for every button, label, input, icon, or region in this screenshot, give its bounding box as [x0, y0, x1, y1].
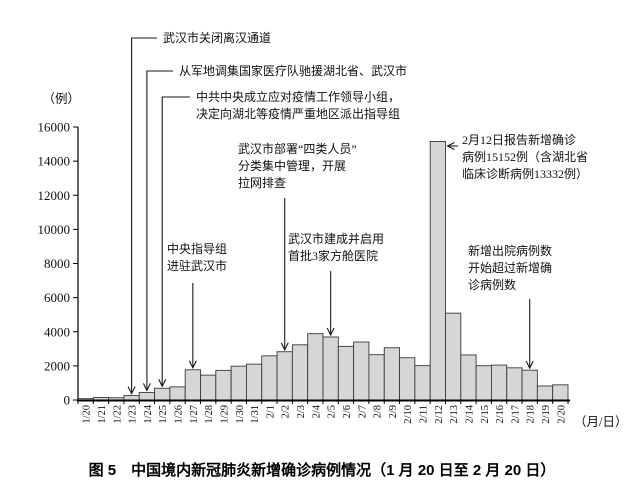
annotation-connector	[146, 70, 173, 391]
bar-1-27	[184, 369, 201, 401]
x-tick-label: 1/28	[204, 405, 215, 424]
bar-2-6	[337, 345, 355, 401]
y-axis-unit-label: （例）	[42, 92, 80, 106]
bar-1-26	[169, 386, 186, 401]
bar-2-5	[322, 336, 339, 401]
bar-2-14	[460, 354, 477, 401]
x-tick-label: 1/27	[189, 405, 200, 424]
annotation-connector	[131, 37, 157, 394]
x-tick-label: 2/9	[388, 405, 399, 418]
bar-2-20	[552, 384, 569, 401]
x-tick-label: 2/8	[373, 405, 384, 418]
bar-1-30	[230, 365, 247, 401]
x-tick-label: 1/29	[220, 405, 231, 424]
x-tick-label: 1/22	[112, 405, 123, 424]
bar-2-2	[276, 351, 293, 401]
arrowhead-icon	[446, 142, 455, 150]
y-tick-label: 4000	[44, 324, 70, 339]
arrowhead-icon	[142, 383, 151, 392]
x-tick-label: 1/31	[250, 405, 261, 424]
bar-2-3	[291, 344, 309, 401]
x-tick-label: 1/20	[82, 405, 93, 424]
arrowhead-icon	[525, 360, 534, 370]
x-tick-label: 2/5	[327, 405, 338, 418]
x-tick-label: 1/21	[97, 405, 108, 424]
bar-2-7	[353, 341, 370, 401]
x-tick-label: 1/24	[143, 404, 154, 423]
y-tick-label: 2000	[44, 358, 70, 373]
bar-2-16	[490, 364, 508, 401]
x-tick-label: 2/14	[465, 404, 476, 423]
x-tick-label: 2/18	[526, 405, 537, 424]
arrowhead-icon	[127, 386, 136, 395]
x-tick-label: 2/13	[449, 405, 460, 424]
x-tick-label: 1/23	[128, 405, 139, 424]
x-tick-label: 2/4	[311, 404, 322, 418]
x-tick-label: 2/15	[480, 405, 491, 424]
arrowhead-icon	[158, 379, 167, 388]
x-tick-label: 2/20	[556, 405, 567, 424]
bar-2-4	[307, 333, 324, 401]
x-tick-label: 1/25	[158, 405, 169, 424]
x-tick-label: 2/19	[541, 405, 552, 424]
bar-2-18	[521, 369, 538, 401]
bar-1-29	[215, 369, 232, 401]
bar-1-24	[138, 391, 156, 401]
bar-2-15	[475, 365, 492, 401]
x-tick-label: 2/2	[281, 405, 292, 418]
y-tick-label: 12000	[38, 188, 71, 203]
y-tick-label: 16000	[38, 120, 71, 135]
bar-2-11	[414, 365, 431, 401]
x-tick-label: 2/12	[434, 405, 445, 424]
x-tick-label: 2/17	[510, 405, 521, 424]
y-tick-label: 8000	[44, 256, 70, 271]
bar-2-8	[368, 354, 385, 401]
y-tick-label: 0	[64, 393, 71, 408]
y-tick-label: 14000	[38, 154, 71, 169]
x-tick-label: 2/7	[357, 405, 368, 418]
x-tick-label: 1/26	[174, 405, 185, 424]
bar-1-25	[154, 387, 171, 401]
x-axis-unit-label: （月/日）	[574, 415, 628, 429]
bar-2-9	[383, 347, 401, 401]
y-tick-label: 10000	[38, 222, 71, 237]
arrowhead-icon	[188, 360, 197, 370]
x-tick-label: 2/10	[403, 405, 414, 424]
x-tick-label: 2/11	[419, 405, 430, 423]
x-tick-label: 1/30	[235, 405, 246, 424]
figure-caption: 图 5 中国境内新冠肺炎新增确诊病例情况（1 月 20 日至 2 月 20 日）	[88, 462, 556, 479]
bar-2-12	[429, 141, 446, 401]
x-tick-label: 2/16	[495, 405, 506, 424]
annotation-connector	[161, 96, 190, 387]
bar-2-1	[261, 355, 278, 401]
bar-1-23	[123, 395, 140, 401]
arrowhead-icon	[326, 327, 335, 337]
y-tick-label: 6000	[44, 290, 70, 305]
bar-2-17	[506, 367, 523, 401]
bar-2-13	[445, 312, 462, 401]
bar-1-28	[200, 374, 217, 401]
x-tick-label: 2/6	[342, 405, 353, 418]
arrowhead-icon	[280, 342, 289, 351]
bar-1-31	[245, 363, 263, 401]
bar-2-19	[536, 385, 554, 401]
x-tick-label: 2/3	[296, 405, 307, 418]
bar-2-10	[399, 357, 416, 401]
x-tick-label: 2/1	[265, 405, 276, 418]
